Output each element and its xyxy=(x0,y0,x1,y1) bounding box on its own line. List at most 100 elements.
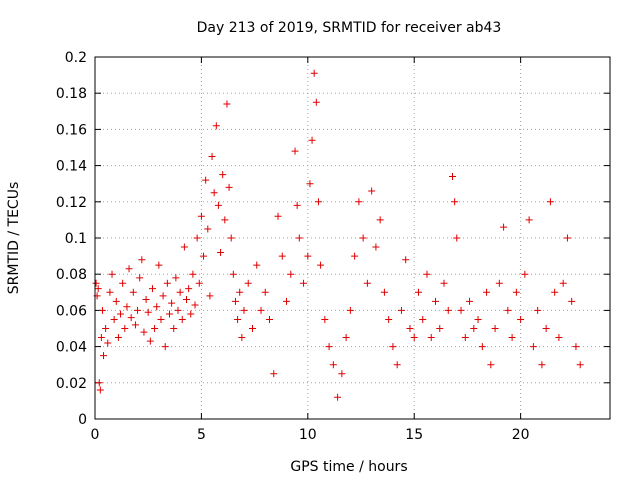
data-points xyxy=(92,69,584,401)
data-point xyxy=(444,306,452,314)
x-tick-label: 10 xyxy=(299,427,317,443)
data-point xyxy=(278,252,286,260)
data-point xyxy=(512,288,520,296)
data-point xyxy=(423,270,431,278)
data-point xyxy=(521,270,529,278)
y-tick-label: 0.16 xyxy=(56,122,87,138)
data-point xyxy=(551,288,559,296)
y-tick-label: 0.08 xyxy=(56,267,87,283)
data-point xyxy=(300,279,308,287)
data-point xyxy=(155,261,163,269)
data-point xyxy=(248,325,256,332)
data-point xyxy=(576,361,584,369)
data-point xyxy=(180,243,188,251)
data-point xyxy=(346,306,354,314)
data-point xyxy=(559,279,567,287)
data-point xyxy=(291,147,299,155)
data-point xyxy=(117,310,125,318)
data-point xyxy=(229,270,237,278)
grid xyxy=(95,57,610,419)
data-point xyxy=(200,252,208,260)
data-point xyxy=(206,292,214,300)
data-point xyxy=(176,288,184,296)
data-point xyxy=(563,234,571,242)
data-point xyxy=(529,343,537,351)
data-point xyxy=(406,325,414,332)
data-point xyxy=(449,172,457,180)
data-point xyxy=(572,343,580,351)
data-point xyxy=(108,270,116,278)
y-tick-label: 0.12 xyxy=(56,195,87,211)
data-point xyxy=(389,343,397,351)
data-point xyxy=(119,279,127,287)
data-point xyxy=(185,285,193,293)
data-point xyxy=(94,285,102,293)
data-point xyxy=(500,223,508,231)
data-point xyxy=(112,297,120,305)
data-point xyxy=(310,69,318,77)
data-point xyxy=(161,343,169,351)
data-point xyxy=(483,288,491,296)
data-point xyxy=(142,296,150,304)
data-point xyxy=(225,183,233,191)
data-point xyxy=(106,288,114,296)
data-point xyxy=(436,325,444,332)
data-point xyxy=(380,288,388,296)
data-point xyxy=(355,198,363,206)
data-point xyxy=(174,306,182,314)
data-point xyxy=(283,297,291,305)
data-point xyxy=(212,122,220,130)
data-point xyxy=(92,279,100,287)
data-point xyxy=(104,339,112,347)
data-point xyxy=(244,279,252,287)
data-point xyxy=(538,361,546,369)
data-point xyxy=(189,270,197,278)
data-point xyxy=(525,216,533,224)
data-point xyxy=(183,296,191,304)
y-tick-label: 0.2 xyxy=(65,50,87,66)
data-point xyxy=(136,274,144,282)
data-point xyxy=(96,386,104,394)
x-tick-label: 0 xyxy=(91,427,100,443)
data-point xyxy=(163,279,171,287)
data-point xyxy=(351,252,359,260)
chart-title: Day 213 of 2019, SRMTID for receiver ab4… xyxy=(197,20,502,36)
data-point xyxy=(487,361,495,369)
data-point xyxy=(266,315,274,323)
data-point xyxy=(231,297,239,305)
data-point xyxy=(236,288,244,296)
data-point xyxy=(193,234,201,242)
data-point xyxy=(114,334,122,342)
data-point xyxy=(419,315,427,323)
data-point xyxy=(234,315,242,323)
data-point xyxy=(148,285,156,293)
data-point xyxy=(221,216,229,224)
data-point xyxy=(202,176,210,184)
data-point xyxy=(534,306,542,314)
data-point xyxy=(385,315,393,323)
data-point xyxy=(329,361,337,369)
data-point xyxy=(131,321,139,329)
data-point xyxy=(410,334,418,342)
data-point xyxy=(146,337,154,345)
data-point xyxy=(195,279,203,287)
data-point xyxy=(372,243,380,251)
data-point xyxy=(453,234,461,242)
data-point xyxy=(478,343,486,351)
data-point xyxy=(110,315,118,323)
data-point xyxy=(376,216,384,224)
data-point xyxy=(165,310,173,318)
data-point xyxy=(210,189,218,197)
data-point xyxy=(238,334,246,342)
data-point xyxy=(208,153,216,161)
y-tick-label: 0.06 xyxy=(56,303,87,319)
data-point xyxy=(217,248,225,256)
data-point xyxy=(368,187,376,195)
data-point xyxy=(308,136,316,144)
data-point xyxy=(306,180,314,188)
data-point xyxy=(178,315,186,323)
data-point xyxy=(461,334,469,342)
data-point xyxy=(123,303,131,311)
